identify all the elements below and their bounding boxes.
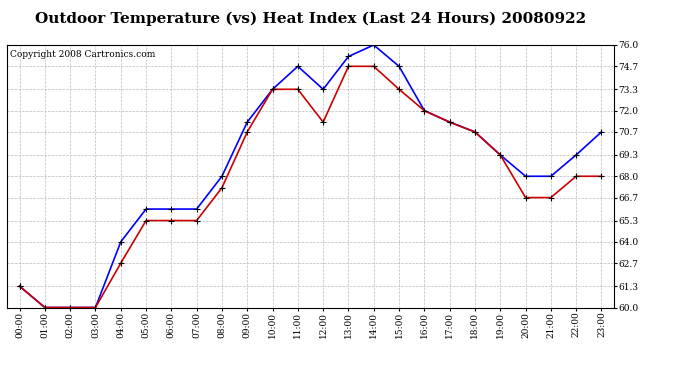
Text: Copyright 2008 Cartronics.com: Copyright 2008 Cartronics.com xyxy=(10,50,155,59)
Text: Outdoor Temperature (vs) Heat Index (Last 24 Hours) 20080922: Outdoor Temperature (vs) Heat Index (Las… xyxy=(35,11,586,26)
